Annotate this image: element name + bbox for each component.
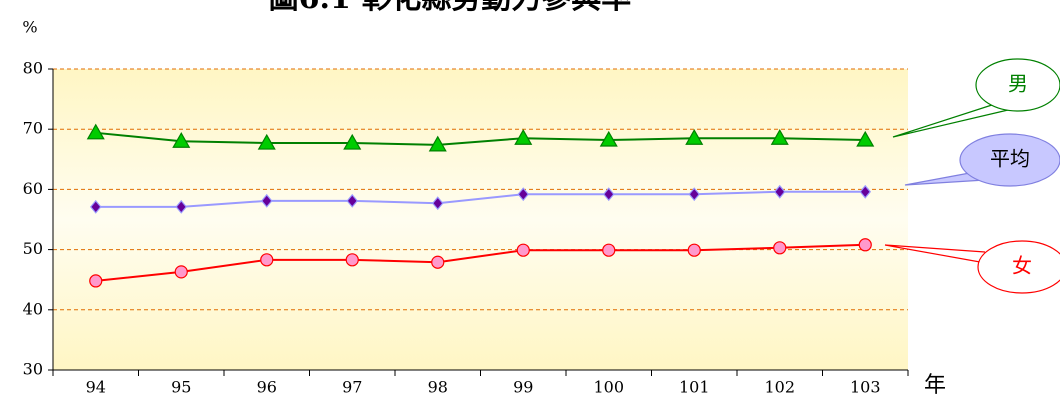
x-axis-label: 年 bbox=[924, 373, 946, 398]
legend-label: 平均 bbox=[990, 147, 1030, 171]
marker bbox=[260, 253, 274, 267]
marker bbox=[516, 243, 530, 257]
marker bbox=[687, 243, 701, 257]
x-tick-label: 101 bbox=[679, 378, 710, 397]
marker bbox=[773, 184, 786, 199]
marker bbox=[688, 187, 701, 202]
marker bbox=[428, 135, 447, 152]
marker bbox=[343, 133, 362, 150]
callout-cover bbox=[977, 60, 1059, 110]
series-line bbox=[95, 243, 866, 282]
x-tick-label: 103 bbox=[850, 378, 881, 397]
marker bbox=[260, 193, 273, 208]
y-tick-label: 70 bbox=[23, 119, 43, 138]
chart-title: 圖6.1 彰化縣勞動力參與率 bbox=[269, 0, 632, 16]
x-tick-label: 95 bbox=[171, 378, 191, 397]
x-tick-label: 97 bbox=[342, 378, 362, 397]
y-axis-label: % bbox=[22, 18, 37, 37]
x-tick-label: 102 bbox=[764, 378, 795, 397]
x-tick-label: 99 bbox=[513, 378, 533, 397]
marker bbox=[431, 196, 444, 211]
series-line bbox=[95, 190, 866, 208]
marker bbox=[602, 187, 615, 202]
marker bbox=[599, 130, 618, 147]
marker bbox=[89, 199, 102, 214]
marker bbox=[345, 253, 359, 267]
callout-cover bbox=[979, 242, 1060, 292]
marker bbox=[172, 132, 191, 148]
marker bbox=[773, 241, 787, 255]
marker bbox=[517, 187, 530, 202]
marker bbox=[86, 123, 105, 140]
marker bbox=[685, 129, 704, 145]
series-line bbox=[95, 131, 866, 146]
marker bbox=[175, 199, 188, 214]
x-tick-label: 96 bbox=[257, 378, 277, 397]
marker bbox=[859, 184, 872, 199]
x-tick-label: 98 bbox=[428, 378, 448, 397]
legend-label: 男 bbox=[1008, 72, 1028, 96]
y-tick-label: 50 bbox=[23, 239, 43, 258]
marker bbox=[174, 265, 188, 279]
marker bbox=[514, 129, 533, 145]
marker bbox=[346, 193, 359, 208]
marker bbox=[431, 255, 445, 269]
marker bbox=[858, 238, 872, 252]
x-tick-label: 94 bbox=[86, 378, 106, 397]
callout-cover bbox=[961, 135, 1059, 185]
marker bbox=[770, 129, 789, 145]
callout-pointer bbox=[904, 171, 986, 186]
marker bbox=[257, 133, 276, 150]
plot-area bbox=[53, 69, 908, 370]
y-tick-label: 40 bbox=[23, 299, 43, 318]
marker bbox=[856, 130, 875, 147]
callout-pointer bbox=[892, 103, 1009, 138]
callout-pointer bbox=[884, 244, 986, 263]
y-tick-label: 60 bbox=[23, 179, 43, 198]
y-tick-label: 30 bbox=[23, 360, 43, 379]
marker bbox=[602, 243, 616, 257]
y-tick-label: 80 bbox=[23, 59, 43, 78]
x-tick-label: 100 bbox=[593, 378, 624, 397]
legend-label: 女 bbox=[1012, 254, 1032, 278]
marker bbox=[89, 274, 103, 288]
